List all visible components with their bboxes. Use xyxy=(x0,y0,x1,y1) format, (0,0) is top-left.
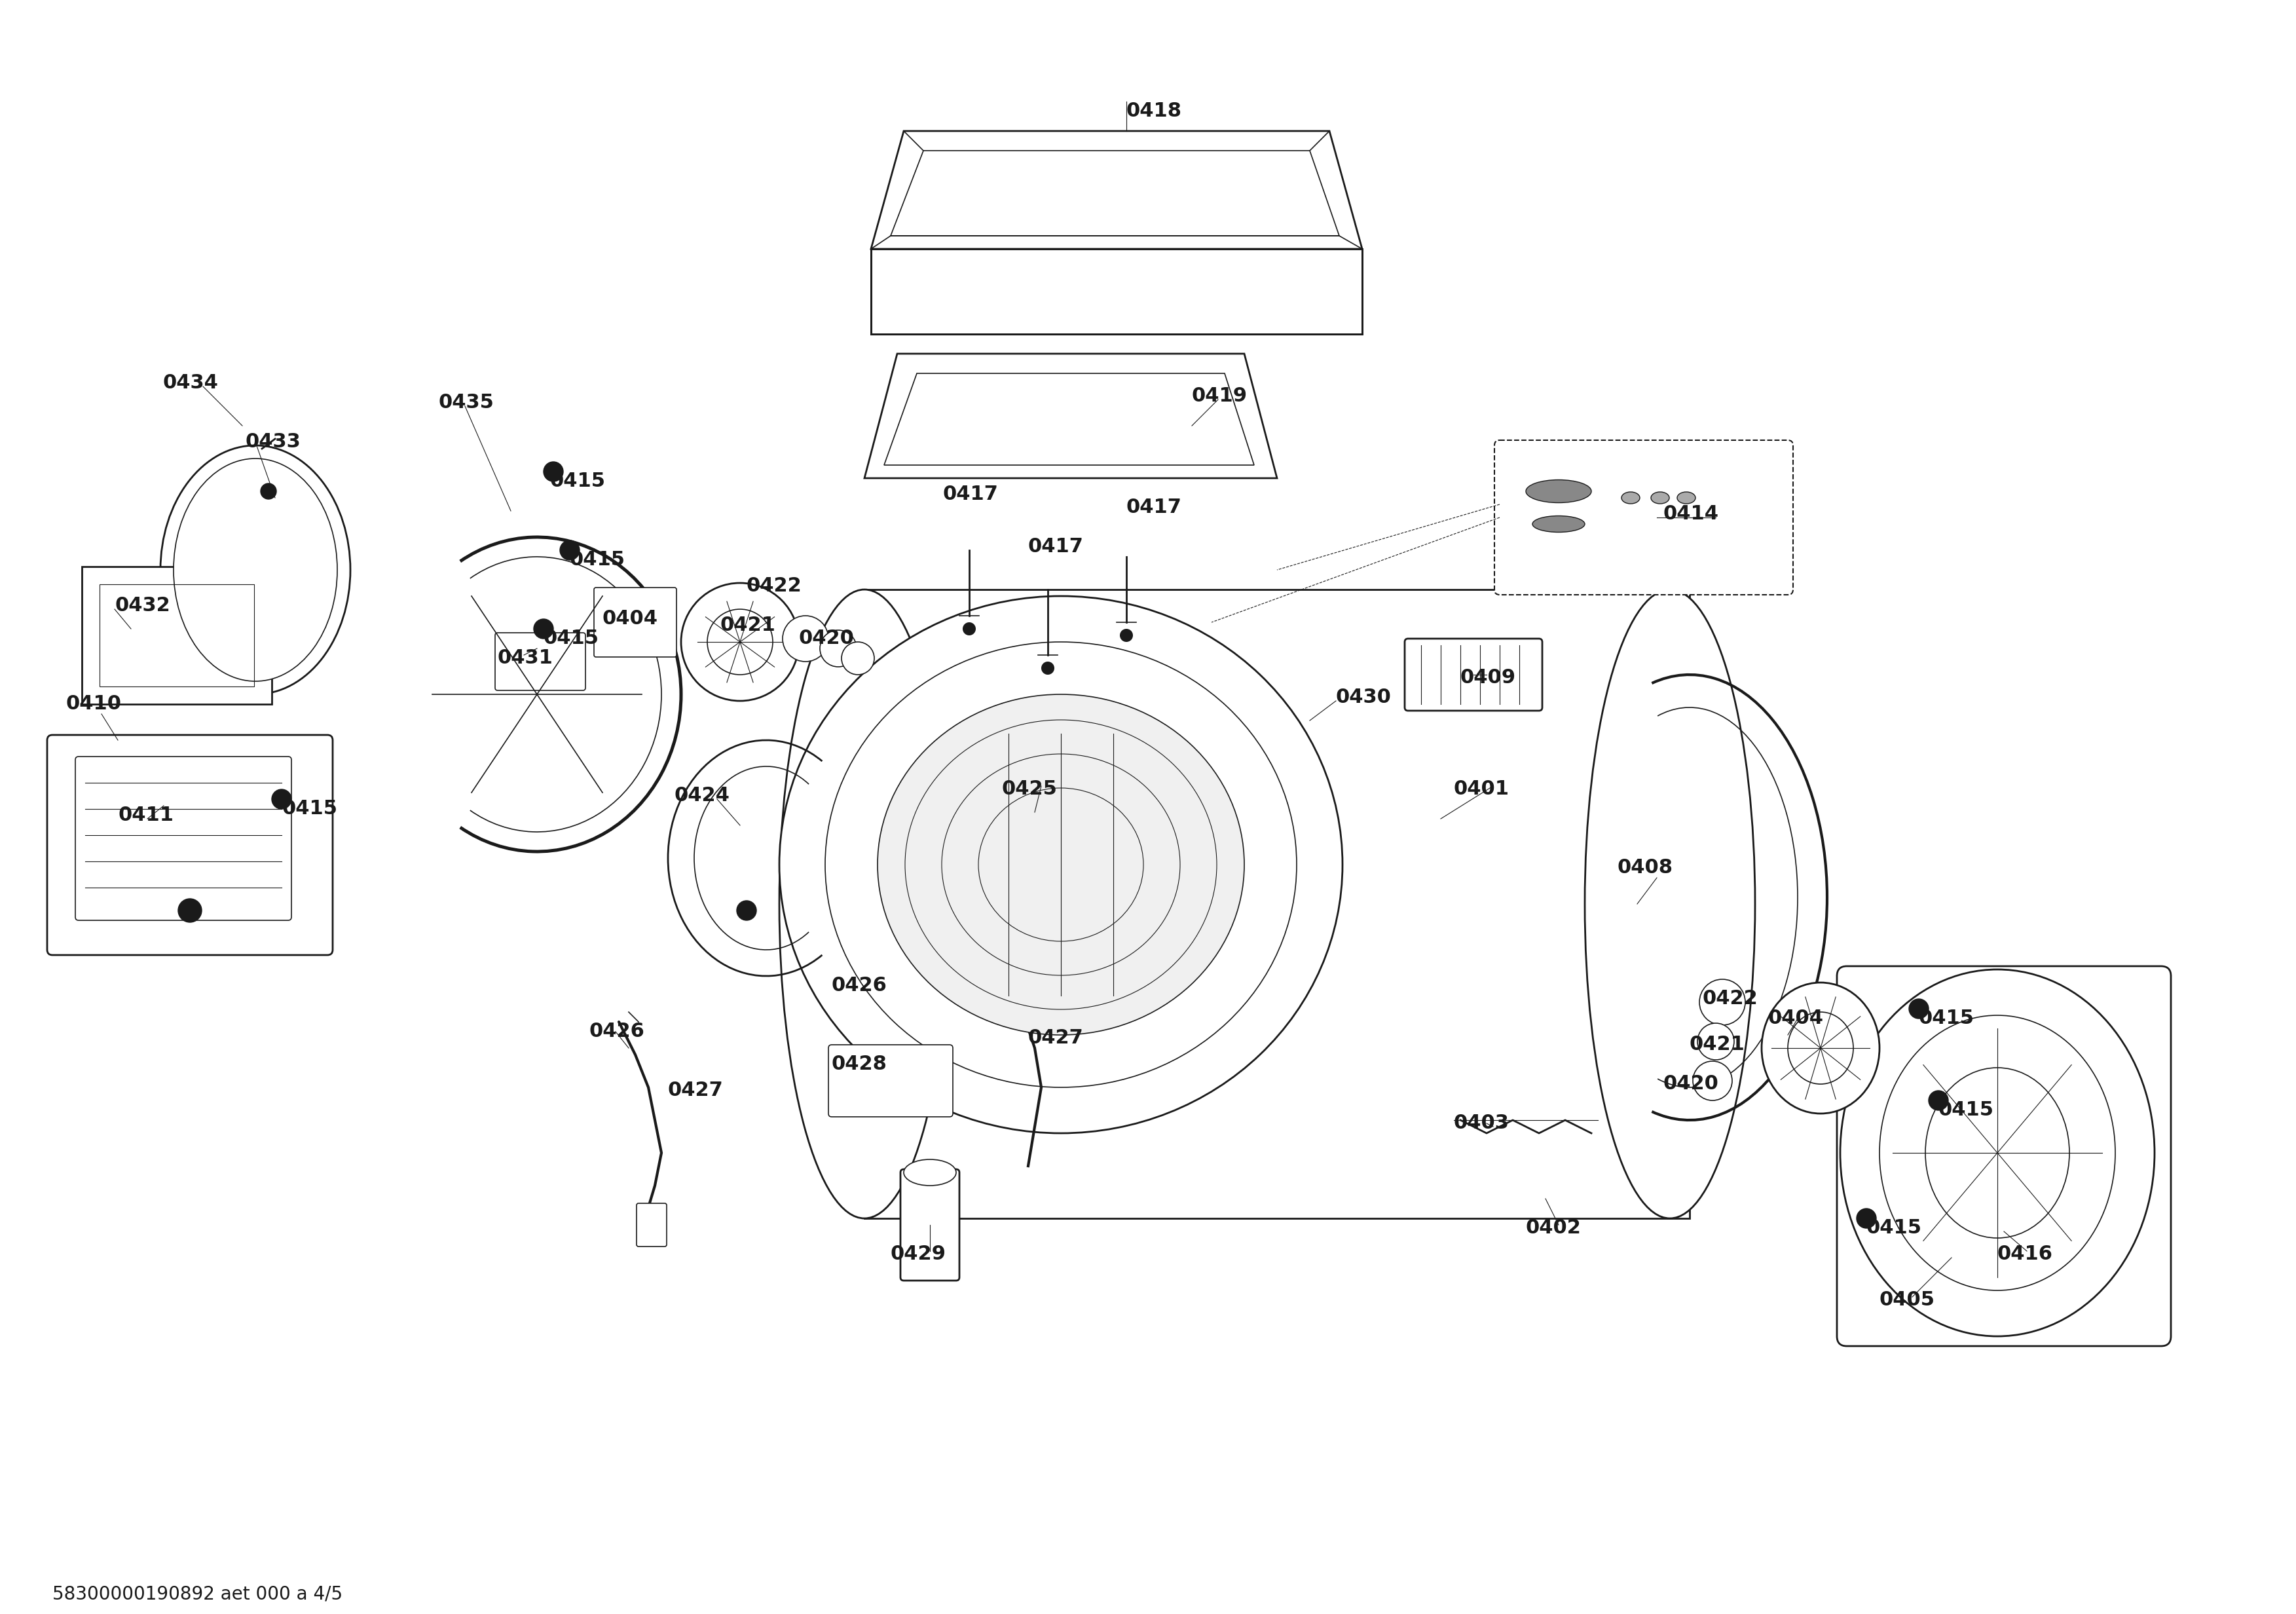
Circle shape xyxy=(1857,1209,1876,1228)
Text: 0410: 0410 xyxy=(67,694,122,713)
Circle shape xyxy=(533,620,553,639)
Ellipse shape xyxy=(877,694,1244,1035)
FancyBboxPatch shape xyxy=(1405,639,1543,710)
Text: 0404: 0404 xyxy=(602,608,659,628)
Text: 0434: 0434 xyxy=(163,373,218,392)
FancyBboxPatch shape xyxy=(48,734,333,955)
Ellipse shape xyxy=(161,445,351,694)
Text: 0428: 0428 xyxy=(831,1054,886,1073)
Circle shape xyxy=(1692,1060,1731,1101)
Text: 0426: 0426 xyxy=(831,976,886,994)
Text: 0427: 0427 xyxy=(668,1081,723,1099)
Circle shape xyxy=(179,899,202,922)
Text: 0403: 0403 xyxy=(1453,1114,1508,1133)
Ellipse shape xyxy=(1761,983,1880,1114)
Text: 0415: 0415 xyxy=(1919,1009,1975,1028)
Text: 0415: 0415 xyxy=(551,471,606,491)
Text: 0404: 0404 xyxy=(1768,1009,1823,1028)
Ellipse shape xyxy=(1527,479,1591,502)
Ellipse shape xyxy=(1839,970,2154,1336)
Text: 0426: 0426 xyxy=(590,1022,645,1041)
Text: 0422: 0422 xyxy=(1704,989,1759,1009)
Ellipse shape xyxy=(1789,1012,1853,1085)
Ellipse shape xyxy=(778,589,951,1219)
Text: 0402: 0402 xyxy=(1527,1219,1582,1238)
Ellipse shape xyxy=(1651,492,1669,504)
Polygon shape xyxy=(884,373,1254,465)
Ellipse shape xyxy=(1621,492,1639,504)
Text: 0431: 0431 xyxy=(498,649,553,668)
FancyBboxPatch shape xyxy=(863,589,1690,1219)
FancyBboxPatch shape xyxy=(1837,967,2172,1346)
Circle shape xyxy=(1042,662,1054,675)
Text: 0414: 0414 xyxy=(1662,505,1720,523)
Text: 0415: 0415 xyxy=(282,799,338,818)
Ellipse shape xyxy=(1926,1068,2069,1238)
Circle shape xyxy=(1929,1091,1949,1110)
Polygon shape xyxy=(863,353,1277,478)
Text: 0415: 0415 xyxy=(544,629,599,647)
Text: 0408: 0408 xyxy=(1619,859,1674,876)
FancyBboxPatch shape xyxy=(496,633,585,691)
Circle shape xyxy=(820,629,856,667)
Text: 0425: 0425 xyxy=(1001,780,1058,799)
Circle shape xyxy=(843,642,875,675)
Circle shape xyxy=(737,901,755,920)
Text: 0421: 0421 xyxy=(721,615,776,634)
Circle shape xyxy=(262,484,276,499)
Text: 0418: 0418 xyxy=(1127,102,1182,121)
Text: 0420: 0420 xyxy=(799,629,854,647)
Circle shape xyxy=(783,615,829,662)
Circle shape xyxy=(560,541,579,560)
Text: 0415: 0415 xyxy=(1938,1101,1995,1120)
Text: 0427: 0427 xyxy=(1029,1028,1084,1047)
Text: 0432: 0432 xyxy=(115,596,170,615)
Text: 0416: 0416 xyxy=(1998,1244,2053,1264)
Ellipse shape xyxy=(824,642,1297,1088)
Circle shape xyxy=(707,608,774,675)
Text: 0415: 0415 xyxy=(569,550,625,570)
Text: 0433: 0433 xyxy=(246,433,301,452)
FancyBboxPatch shape xyxy=(636,1204,666,1246)
Text: 0417: 0417 xyxy=(1029,537,1084,557)
Circle shape xyxy=(1908,999,1929,1018)
Text: 0430: 0430 xyxy=(1336,688,1391,707)
Ellipse shape xyxy=(1880,1015,2115,1291)
Ellipse shape xyxy=(1531,516,1584,533)
FancyBboxPatch shape xyxy=(1495,441,1793,596)
Text: 0411: 0411 xyxy=(117,805,174,825)
Text: 0405: 0405 xyxy=(1880,1291,1936,1309)
Text: 0435: 0435 xyxy=(439,394,494,412)
Polygon shape xyxy=(870,249,1362,334)
Text: 0419: 0419 xyxy=(1192,386,1247,405)
Circle shape xyxy=(544,462,563,481)
Circle shape xyxy=(682,583,799,700)
Text: 0417: 0417 xyxy=(1127,497,1182,516)
FancyBboxPatch shape xyxy=(900,1169,960,1280)
Text: 0409: 0409 xyxy=(1460,668,1515,688)
FancyBboxPatch shape xyxy=(595,587,677,657)
FancyBboxPatch shape xyxy=(829,1044,953,1117)
Text: 0417: 0417 xyxy=(944,484,999,504)
Text: 0415: 0415 xyxy=(1867,1219,1922,1238)
Ellipse shape xyxy=(905,1159,955,1186)
Text: 58300000190892 aet 000 a 4/5: 58300000190892 aet 000 a 4/5 xyxy=(53,1585,342,1604)
Circle shape xyxy=(271,789,292,809)
Ellipse shape xyxy=(778,596,1343,1133)
Circle shape xyxy=(962,623,976,636)
Circle shape xyxy=(1697,1023,1733,1060)
Text: 0420: 0420 xyxy=(1662,1075,1720,1093)
Circle shape xyxy=(1699,980,1745,1025)
Text: 0424: 0424 xyxy=(675,786,730,805)
Ellipse shape xyxy=(1676,492,1694,504)
Text: 0429: 0429 xyxy=(891,1244,946,1264)
Ellipse shape xyxy=(1584,589,1754,1219)
Text: 0421: 0421 xyxy=(1690,1035,1745,1054)
Text: 0422: 0422 xyxy=(746,576,801,596)
Text: 0401: 0401 xyxy=(1453,780,1508,799)
Circle shape xyxy=(1120,629,1132,642)
FancyBboxPatch shape xyxy=(83,567,271,704)
Ellipse shape xyxy=(174,458,338,681)
